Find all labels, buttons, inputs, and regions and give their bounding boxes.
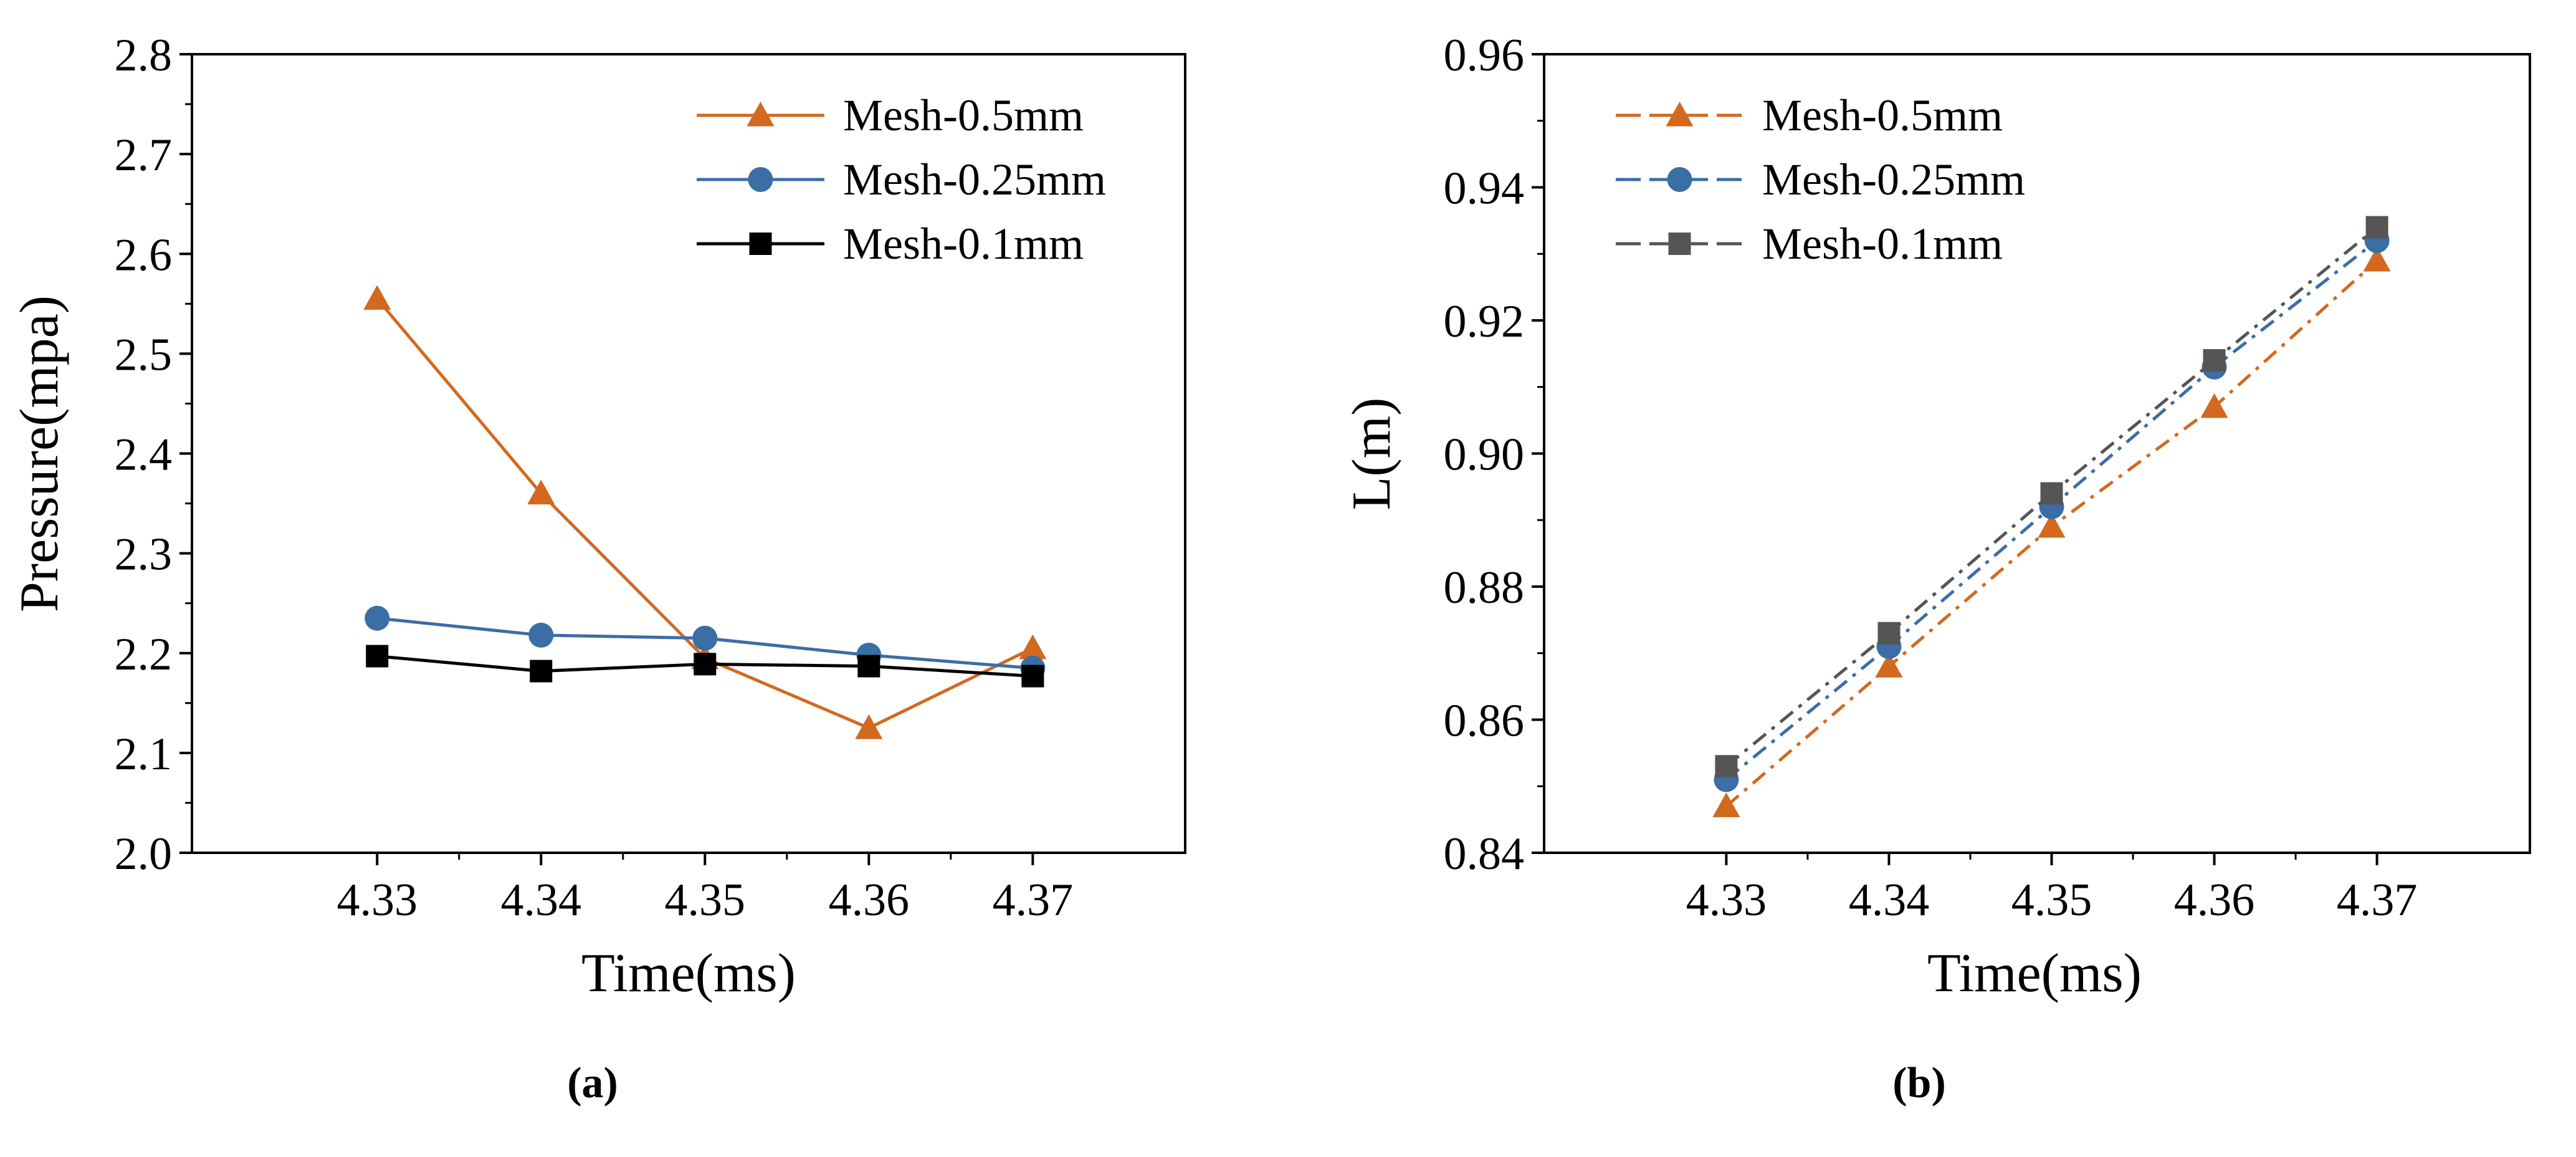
data-point-series-2 <box>694 653 717 676</box>
y-tick-label: 2.5 <box>115 329 173 380</box>
data-point-series-2 <box>2040 482 2063 505</box>
data-point-series-0 <box>2200 393 2228 418</box>
data-point-series-2 <box>1715 755 1738 778</box>
x-tick-label: 4.36 <box>829 875 910 926</box>
data-point-series-0 <box>363 285 391 310</box>
x-tick-label: 4.37 <box>2337 875 2418 926</box>
x-axis-title: Time(ms) <box>1927 943 2142 1004</box>
y-tick-label: 2.3 <box>115 529 173 580</box>
y-tick-label: 2.6 <box>115 229 173 281</box>
panel-label: (a) <box>567 1059 618 1107</box>
data-point-series-0 <box>1019 634 1047 660</box>
data-point-series-0 <box>1875 653 1903 678</box>
y-axis-title: L(m) <box>1342 398 1402 511</box>
x-tick-label: 4.37 <box>993 875 1074 926</box>
y-axis-title: Pressure(mpa) <box>9 295 70 612</box>
y-tick-label: 0.96 <box>1444 30 1525 81</box>
chart-panel-a: 4.33 4.34 4.35 4.36 4.37 2.0 2.1 2.2 2.3 2.4 2.5 2.… <box>9 30 1186 1107</box>
legend-marker <box>747 102 775 127</box>
x-tick-label: 4.34 <box>1849 875 1930 926</box>
x-axis-title: Time(ms) <box>581 943 796 1004</box>
x-tick-label: 4.34 <box>501 875 582 926</box>
y-tick-label: 2.8 <box>115 30 173 81</box>
legend-marker <box>749 233 772 255</box>
y-tick-label: 0.88 <box>1444 562 1525 613</box>
data-point-series-0 <box>1712 792 1740 817</box>
data-point-series-0 <box>2038 512 2066 538</box>
legend-marker <box>1666 102 1694 127</box>
data-point-series-1 <box>528 622 554 648</box>
data-point-series-0 <box>2363 246 2391 272</box>
panel-label: (b) <box>1892 1059 1946 1107</box>
y-tick-label: 0.94 <box>1444 163 1525 214</box>
x-tick-label: 4.36 <box>2174 875 2255 926</box>
data-point-series-0 <box>527 479 555 505</box>
data-point-series-2 <box>857 655 880 678</box>
x-tick-label: 4.35 <box>665 875 746 926</box>
x-tick-label: 4.35 <box>2011 875 2092 926</box>
data-point-series-2 <box>2365 216 2388 239</box>
data-point-series-2 <box>1877 622 1901 645</box>
y-tick-label: 0.90 <box>1444 430 1525 481</box>
legend-label: Mesh-0.5mm <box>843 90 1084 140</box>
y-tick-label: 0.86 <box>1444 696 1525 747</box>
data-point-series-2 <box>366 645 389 668</box>
data-point-series-2 <box>2203 349 2226 372</box>
y-tick-label: 2.7 <box>115 130 173 181</box>
data-point-series-1 <box>692 625 718 651</box>
legend-marker <box>1667 167 1692 192</box>
legend-label: Mesh-0.1mm <box>843 219 1084 269</box>
y-tick-label: 0.84 <box>1444 828 1525 880</box>
y-tick-label: 2.1 <box>115 729 173 780</box>
data-point-series-0 <box>855 714 883 739</box>
data-point-series-1 <box>365 605 390 631</box>
legend-label: Mesh-0.5mm <box>1762 90 2003 140</box>
y-tick-label: 2.2 <box>115 629 173 680</box>
legend-marker <box>748 167 773 192</box>
x-tick-label: 4.33 <box>1686 875 1767 926</box>
legend-label: Mesh-0.1mm <box>1762 219 2003 269</box>
x-tick-label: 4.33 <box>336 875 417 926</box>
legend-label: Mesh-0.25mm <box>843 155 1106 204</box>
data-point-series-2 <box>1021 665 1044 688</box>
legend-marker <box>1668 233 1691 255</box>
legend-label: Mesh-0.25mm <box>1762 155 2025 204</box>
data-point-series-2 <box>530 660 553 683</box>
chart-panel-b: 4.33 4.34 4.35 4.36 4.37 0.84 0.86 0.88 0.90 0.92… <box>1342 30 2531 1107</box>
y-tick-label: 0.92 <box>1444 296 1525 347</box>
y-tick-label: 2.4 <box>115 430 173 481</box>
y-tick-label: 2.0 <box>115 828 173 880</box>
